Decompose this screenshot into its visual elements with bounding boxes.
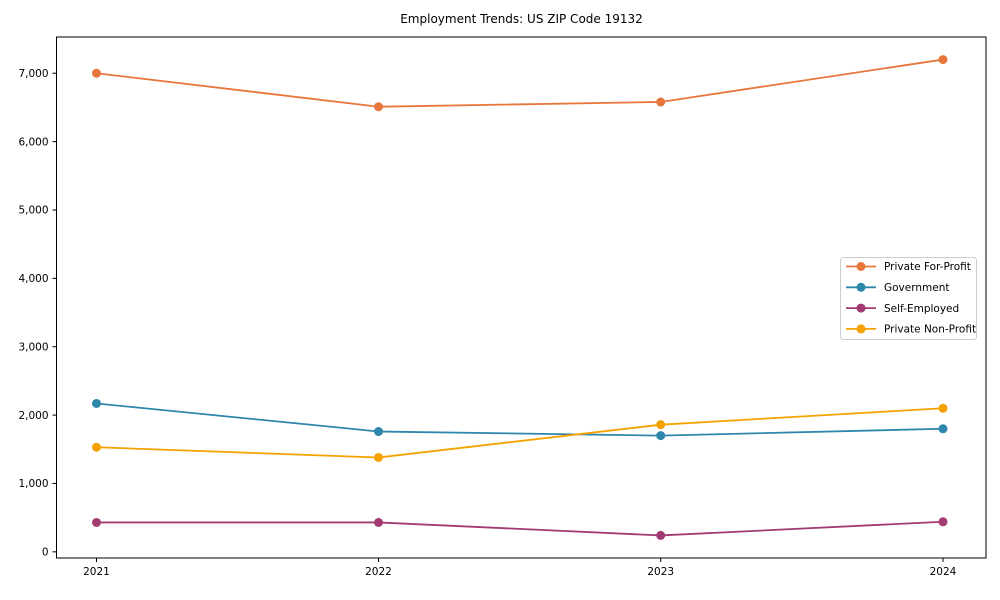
legend-label: Private Non-Profit — [884, 324, 976, 336]
data-point-private-for-profit-2024 — [938, 55, 948, 65]
legend-label: Self-Employed — [884, 303, 959, 315]
legend-marker-icon — [856, 282, 866, 292]
data-point-self-employed-2021 — [92, 517, 101, 527]
data-point-government-2024 — [938, 424, 948, 434]
legend-item-private-for-profit: Private For-Profit — [846, 261, 971, 273]
legend-label: Government — [884, 282, 949, 294]
y-tick-label: 5,000 — [18, 205, 48, 217]
data-point-government-2021 — [92, 398, 101, 408]
series-line-government — [96, 402, 944, 437]
legend-box — [840, 257, 977, 340]
y-tick-label: 3,000 — [18, 341, 48, 353]
x-tick-label: 2021 — [83, 566, 110, 578]
legend-item-self-employed: Self-Employed — [846, 303, 959, 315]
data-point-self-employed-2023 — [656, 530, 666, 540]
y-tick-label: 4,000 — [18, 273, 48, 285]
data-point-self-employed-2024 — [938, 517, 948, 527]
y-tick-label: 1,000 — [18, 478, 48, 490]
data-point-government-2022 — [374, 427, 383, 437]
data-point-private-non-profit-2024 — [938, 403, 948, 413]
axes-spines — [56, 36, 987, 559]
legend-marker-icon — [856, 303, 866, 313]
data-point-self-employed-2022 — [374, 517, 383, 527]
chart-title: Employment Trends: US ZIP Code 19132 — [400, 12, 643, 26]
data-point-private-for-profit-2021 — [92, 68, 101, 78]
series-line-self-employed — [96, 520, 944, 537]
x-tick-label: 2024 — [930, 566, 957, 578]
y-tick-label: 2,000 — [18, 410, 48, 422]
data-point-private-non-profit-2023 — [656, 420, 666, 430]
y-tick-label: 0 — [42, 547, 49, 559]
data-point-private-non-profit-2022 — [374, 452, 383, 462]
y-tick-label: 7,000 — [18, 68, 48, 80]
legend-marker-icon — [856, 262, 866, 271]
series-line-private-for-profit — [96, 58, 944, 108]
legend-marker-icon — [856, 324, 866, 334]
data-point-private-for-profit-2022 — [374, 102, 383, 112]
legend-item-government: Government — [846, 282, 949, 294]
data-point-private-for-profit-2023 — [656, 97, 666, 107]
legend: Private For-Profit Government Self-Employe… — [840, 257, 977, 340]
legend-label: Private For-Profit — [884, 261, 971, 273]
x-tick-label: 2023 — [647, 566, 674, 578]
x-tick-label: 2022 — [365, 566, 392, 578]
legend-item-private-non-profit: Private Non-Profit — [846, 324, 976, 336]
y-tick-label: 6,000 — [18, 136, 48, 148]
data-point-government-2023 — [656, 431, 666, 441]
series-line-private-non-profit — [96, 407, 944, 459]
data-point-private-non-profit-2021 — [92, 442, 101, 452]
